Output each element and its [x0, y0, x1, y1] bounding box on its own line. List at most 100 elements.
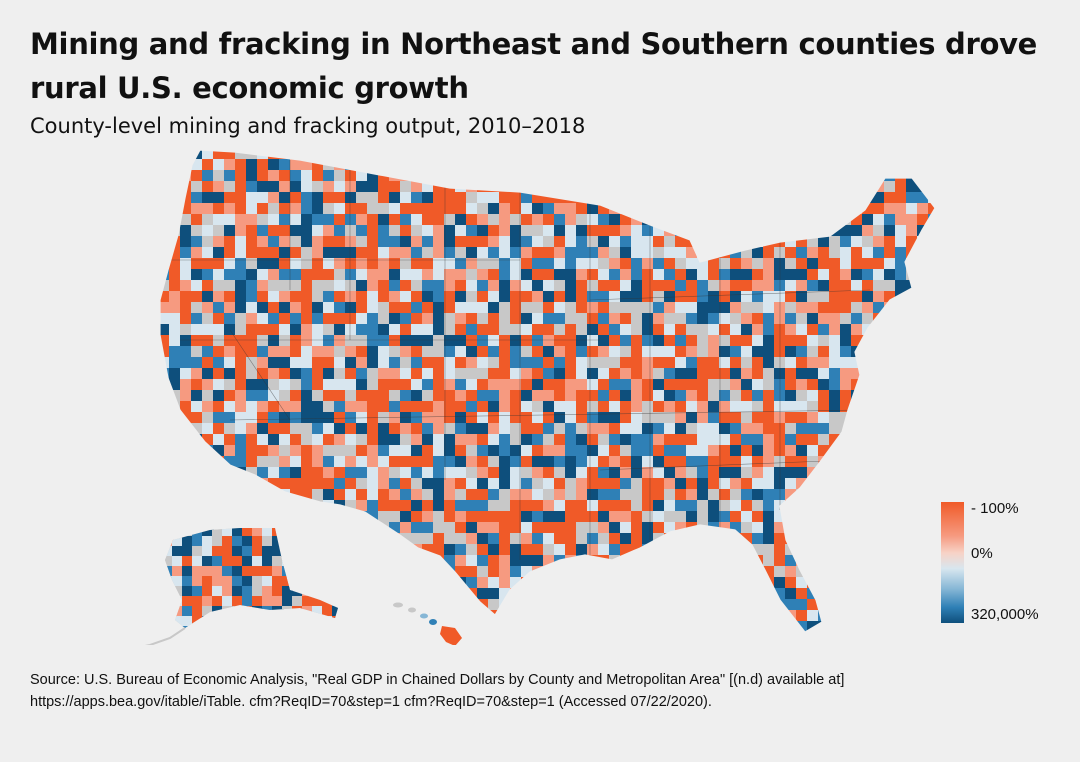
county-cell	[268, 181, 281, 192]
county-cell	[554, 236, 566, 249]
county-cell	[895, 632, 906, 643]
county-cell	[521, 236, 532, 247]
county-cell	[807, 247, 819, 260]
county-cell	[235, 357, 247, 369]
county-cell	[191, 423, 203, 434]
county-cell	[466, 269, 478, 282]
county-cell	[160, 621, 169, 632]
county-cell	[873, 401, 885, 414]
county-cell	[400, 577, 413, 589]
county-cell	[411, 346, 423, 359]
county-cell	[686, 181, 699, 193]
county-cell	[565, 423, 576, 435]
county-cell	[312, 203, 323, 215]
county-cell	[257, 401, 269, 412]
county-cell	[400, 247, 412, 260]
county-cell	[576, 522, 587, 535]
county-cell	[222, 616, 232, 628]
county-cell	[730, 357, 741, 369]
county-cell	[609, 456, 622, 467]
county-cell	[466, 500, 479, 513]
county-cell	[774, 533, 787, 546]
county-cell	[565, 291, 576, 302]
county-cell	[422, 324, 435, 336]
county-cell	[235, 434, 247, 446]
county-cell	[587, 599, 598, 611]
county-cell	[565, 599, 578, 611]
county-cell	[906, 544, 917, 557]
county-cell	[906, 500, 917, 512]
county-cell	[609, 478, 622, 490]
county-cell	[785, 522, 798, 534]
county-cell	[543, 214, 554, 226]
county-cell	[620, 192, 632, 205]
county-cell	[928, 500, 935, 511]
county-cell	[411, 588, 423, 599]
county-cell	[587, 302, 599, 314]
county-cell	[521, 423, 533, 434]
county-cell	[884, 368, 896, 380]
county-cell	[532, 423, 545, 434]
county-cell	[246, 610, 258, 622]
county-cell	[322, 576, 334, 586]
county-cell	[345, 500, 358, 511]
county-cell	[262, 626, 273, 628]
county-cell	[873, 500, 884, 513]
county-cell	[829, 236, 842, 247]
county-cell	[510, 346, 522, 359]
county-cell	[939, 423, 951, 434]
county-cell	[334, 291, 346, 304]
county-cell	[510, 335, 522, 348]
county-cell	[378, 456, 389, 467]
county-cell	[323, 566, 336, 579]
county-cell	[697, 280, 709, 292]
county-cell	[763, 632, 774, 645]
county-cell	[895, 236, 908, 249]
county-cell	[609, 335, 620, 347]
county-cell	[356, 412, 368, 425]
county-cell	[928, 588, 935, 601]
county-cell	[378, 346, 389, 358]
county-cell	[169, 214, 180, 225]
county-cell	[884, 379, 897, 390]
county-cell	[411, 489, 424, 500]
county-cell	[642, 357, 655, 369]
county-cell	[796, 291, 808, 302]
county-cell	[576, 434, 587, 446]
chart-title: Mining and fracking in Northeast and Sou…	[30, 27, 1038, 105]
county-cell	[400, 324, 411, 336]
county-cell	[664, 346, 675, 359]
county-cell	[565, 478, 576, 491]
county-cell	[301, 247, 312, 259]
county-cell	[642, 181, 654, 194]
county-cell	[642, 599, 655, 612]
county-cell	[510, 401, 522, 413]
county-cell	[884, 258, 895, 270]
county-cell	[182, 536, 192, 546]
county-cell	[697, 489, 710, 500]
county-cell	[242, 626, 254, 628]
county-cell	[741, 313, 753, 324]
county-cell	[411, 214, 422, 226]
county-cell	[191, 269, 203, 281]
county-cell	[708, 467, 719, 478]
county-cell	[719, 170, 732, 181]
county-cell	[620, 150, 631, 159]
county-cell	[686, 247, 699, 258]
county-cell	[884, 434, 896, 445]
county-cell	[202, 269, 213, 281]
county-cell	[191, 346, 203, 358]
county-cell	[301, 401, 314, 414]
county-cell	[521, 533, 534, 544]
county-cell	[389, 302, 400, 313]
county-cell	[433, 478, 444, 490]
county-cell	[160, 610, 171, 622]
county-cell	[323, 401, 334, 412]
county-cell	[213, 247, 226, 260]
county-cell	[268, 214, 281, 227]
county-cell	[664, 621, 677, 632]
county-cell	[928, 302, 935, 313]
county-cell	[499, 445, 510, 456]
county-cell	[257, 192, 269, 205]
county-cell	[444, 203, 457, 214]
